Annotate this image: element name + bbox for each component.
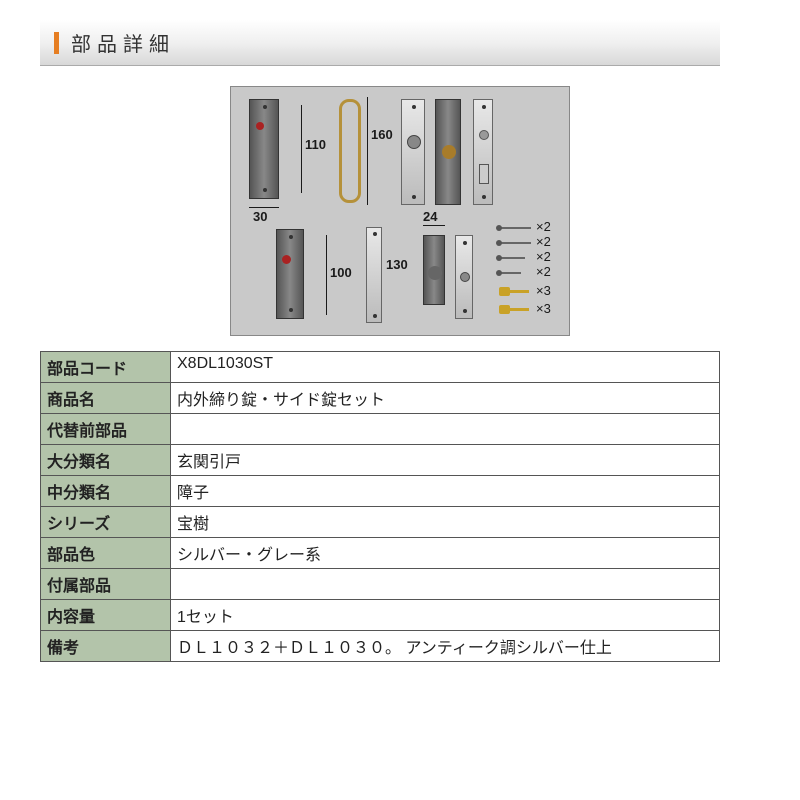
dim-110: 110: [305, 137, 326, 152]
gasket-part: [339, 99, 361, 203]
spec-label: 付属部品: [41, 569, 171, 600]
spec-value: [171, 569, 720, 600]
accent-bar: [54, 32, 59, 54]
strike-plate: [473, 99, 493, 205]
key-icon: [499, 287, 529, 296]
section-title: 部品詳細: [71, 28, 175, 57]
spec-value: 玄関引戸: [171, 445, 720, 476]
dim-100: 100: [330, 265, 352, 280]
table-row: 部品コードX8DL1030ST: [41, 352, 720, 383]
table-row: 中分類名障子: [41, 476, 720, 507]
spec-label: 代替前部品: [41, 414, 171, 445]
spec-value: 障子: [171, 476, 720, 507]
lock-part-1: [249, 99, 279, 199]
spec-label: シリーズ: [41, 507, 171, 538]
key-icon: [499, 305, 529, 314]
diagram-container: 110 160 30 100: [40, 86, 760, 341]
count-k2: ×3: [536, 301, 551, 316]
screw-icon: [499, 257, 525, 259]
spec-value: [171, 414, 720, 445]
screw-icon: [499, 272, 521, 274]
spec-label: 内容量: [41, 600, 171, 631]
screw-icon: [499, 242, 531, 244]
dim-160: 160: [371, 127, 393, 142]
table-row: 備考ＤＬ１０３２＋ＤＬ１０３０。 アンティーク調シルバー仕上: [41, 631, 720, 662]
count-s2: ×2: [536, 234, 551, 249]
screw-icon: [499, 227, 531, 229]
lock-part-5: [366, 227, 382, 323]
table-row: 付属部品: [41, 569, 720, 600]
dim-30: 30: [253, 209, 267, 224]
count-k1: ×3: [536, 283, 551, 298]
dim-24: 24: [423, 209, 437, 224]
spec-label: 部品コード: [41, 352, 171, 383]
table-row: 代替前部品: [41, 414, 720, 445]
table-row: 大分類名玄関引戸: [41, 445, 720, 476]
spec-value: 宝樹: [171, 507, 720, 538]
spec-value: 内外締り錠・サイド錠セット: [171, 383, 720, 414]
spec-value: ＤＬ１０３２＋ＤＬ１０３０。 アンティーク調シルバー仕上: [171, 631, 720, 662]
spec-table: 部品コードX8DL1030ST 商品名内外締り錠・サイド錠セット 代替前部品 大…: [40, 351, 720, 662]
spec-label: 大分類名: [41, 445, 171, 476]
parts-diagram: 110 160 30 100: [230, 86, 570, 336]
lock-part-3: [435, 99, 461, 205]
table-row: 商品名内外締り錠・サイド錠セット: [41, 383, 720, 414]
table-row: 内容量1セット: [41, 600, 720, 631]
lock-part-2: [401, 99, 425, 205]
table-row: シリーズ宝樹: [41, 507, 720, 538]
count-s4: ×2: [536, 264, 551, 279]
spec-value: 1セット: [171, 600, 720, 631]
dim-130: 130: [386, 257, 408, 272]
spec-label: 部品色: [41, 538, 171, 569]
count-s1: ×2: [536, 219, 551, 234]
spec-label: 備考: [41, 631, 171, 662]
spec-label: 中分類名: [41, 476, 171, 507]
lock-part-4: [276, 229, 304, 319]
section-header: 部品詳細: [40, 20, 720, 66]
spec-label: 商品名: [41, 383, 171, 414]
lock-part-6: [423, 235, 445, 305]
spec-table-body: 部品コードX8DL1030ST 商品名内外締り錠・サイド錠セット 代替前部品 大…: [41, 352, 720, 662]
count-s3: ×2: [536, 249, 551, 264]
table-row: 部品色シルバー・グレー系: [41, 538, 720, 569]
spec-value: シルバー・グレー系: [171, 538, 720, 569]
lock-part-7: [455, 235, 473, 319]
spec-value: X8DL1030ST: [171, 352, 720, 383]
